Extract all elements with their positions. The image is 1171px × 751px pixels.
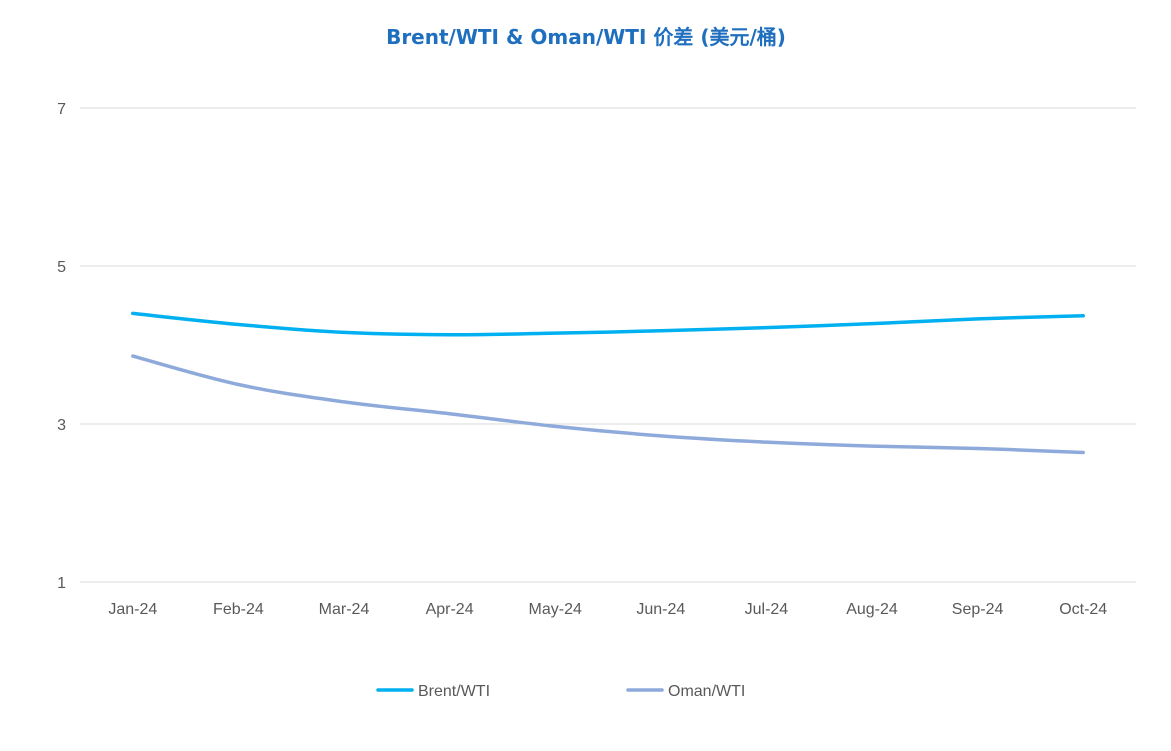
y-axis-ticks: 1 3 5 7 <box>57 101 66 592</box>
gridlines <box>80 107 1136 583</box>
legend: Brent/WTI Oman/WTI <box>376 683 745 700</box>
series-line-oman-wti <box>131 354 1085 455</box>
series-line-brent-wti <box>131 311 1085 337</box>
x-axis-ticks: Jan-24 Feb-24 Mar-24 Apr-24 May-24 Jun-24 Jul-… <box>108 601 1107 618</box>
y-tick-label: 1 <box>57 575 66 592</box>
x-tick-label: Jan-24 <box>108 601 157 618</box>
y-tick-label: 5 <box>57 259 66 276</box>
x-tick-label: Aug-24 <box>846 601 898 618</box>
y-tick-label: 7 <box>57 101 66 118</box>
y-tick-label: 3 <box>57 417 66 434</box>
x-tick-label: Apr-24 <box>426 601 474 618</box>
x-tick-label: Sep-24 <box>952 601 1004 618</box>
chart-title: Brent/WTI & Oman/WTI 价差 (美元/桶) <box>386 25 786 49</box>
legend-label: Brent/WTI <box>418 683 490 700</box>
x-tick-label: May-24 <box>529 601 582 618</box>
x-tick-label: Jun-24 <box>636 601 685 618</box>
x-tick-label: Feb-24 <box>213 601 264 618</box>
x-tick-label: Mar-24 <box>319 601 370 618</box>
series-lines <box>131 311 1085 455</box>
x-tick-label: Jul-24 <box>745 601 789 618</box>
x-tick-label: Oct-24 <box>1059 601 1107 618</box>
legend-label: Oman/WTI <box>668 683 745 700</box>
